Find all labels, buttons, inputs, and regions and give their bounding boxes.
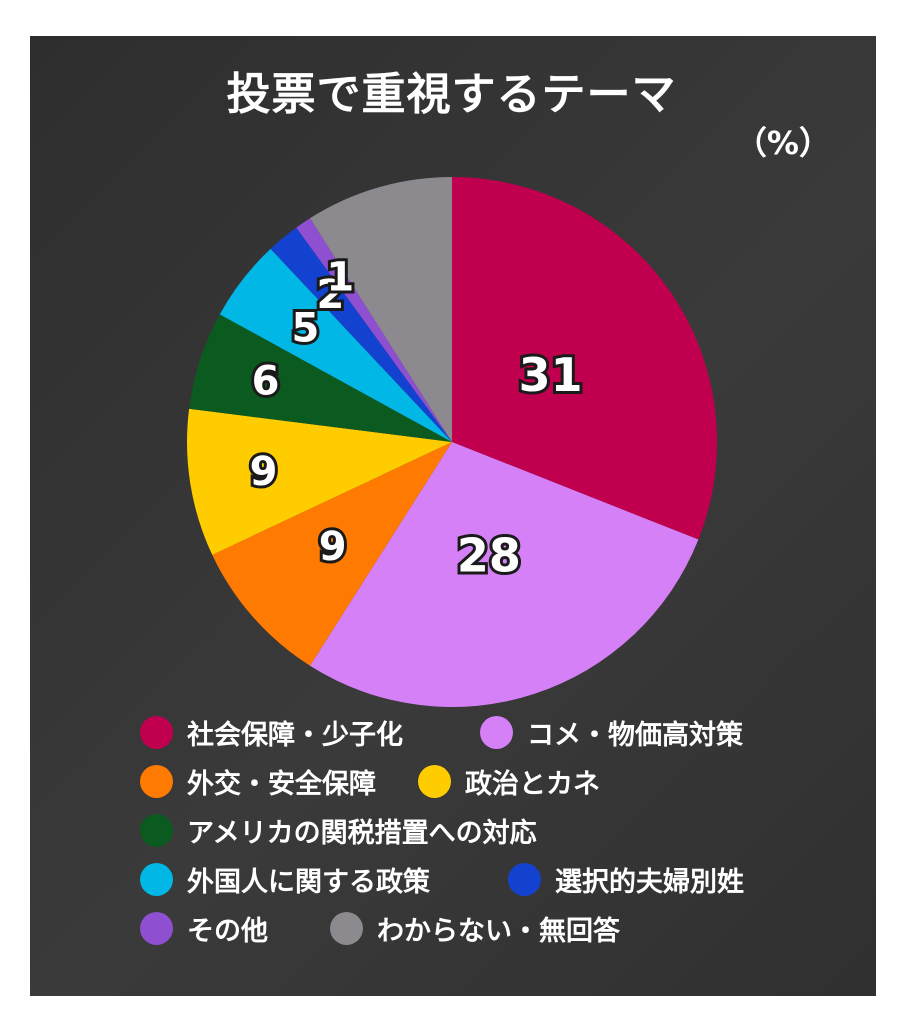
slice-value-label: 31 — [519, 348, 583, 402]
pie-slice — [189, 314, 452, 442]
legend-label: コメ・物価高対策 — [527, 720, 743, 751]
legend-label: わからない・無回答 — [377, 916, 620, 947]
slice-value-label: 6 — [252, 358, 280, 404]
slice-value-label: 2 — [316, 272, 344, 318]
legend-label: 外国人に関する政策 — [187, 867, 430, 898]
legend-label: 政治とカネ — [465, 769, 600, 800]
legend-label: 外交・安全保障 — [187, 769, 376, 800]
legend-item: アメリカの関税措置への対応 — [140, 811, 537, 850]
legend-item: その他 — [140, 909, 268, 948]
pie-slice — [187, 408, 452, 555]
slice-value-label: 1 — [326, 255, 354, 301]
legend-swatch — [140, 765, 173, 798]
legend-item: 外交・安全保障 — [140, 762, 376, 801]
legend-swatch — [508, 863, 541, 896]
pie-slice — [310, 177, 452, 442]
legend-item: コメ・物価高対策 — [480, 713, 743, 752]
slice-value-label: 9 — [319, 524, 347, 570]
pie-slice — [219, 248, 452, 442]
slice-value-label: 9 — [250, 449, 278, 495]
legend-label: 選択的夫婦別姓 — [555, 867, 744, 898]
legend-swatch — [140, 912, 173, 945]
pie-slice — [310, 442, 699, 707]
pie-slice — [452, 177, 717, 540]
legend-item: わからない・無回答 — [330, 909, 620, 948]
legend-label: 社会保障・少子化 — [187, 720, 403, 751]
legend-item: 外国人に関する政策 — [140, 860, 430, 899]
legend-swatch — [418, 765, 451, 798]
pie-slice — [296, 218, 452, 442]
legend-item: 選択的夫婦別姓 — [508, 860, 744, 899]
legend-swatch — [140, 863, 173, 896]
legend-swatch — [140, 814, 173, 847]
legend-label: その他 — [187, 916, 268, 947]
legend-swatch — [480, 716, 513, 749]
legend-item: 社会保障・少子化 — [140, 713, 403, 752]
legend-label: アメリカの関税措置への対応 — [187, 818, 537, 849]
legend-item: 政治とカネ — [418, 762, 600, 801]
legend-swatch — [140, 716, 173, 749]
pie-slice — [212, 442, 452, 666]
slice-value-label: 5 — [292, 305, 320, 351]
legend-swatch — [330, 912, 363, 945]
unit-label: （%） — [734, 124, 831, 162]
slice-value-label: 28 — [457, 528, 521, 582]
pie-slice — [270, 227, 452, 442]
chart-title: 投票で重視するテーマ — [226, 69, 677, 120]
